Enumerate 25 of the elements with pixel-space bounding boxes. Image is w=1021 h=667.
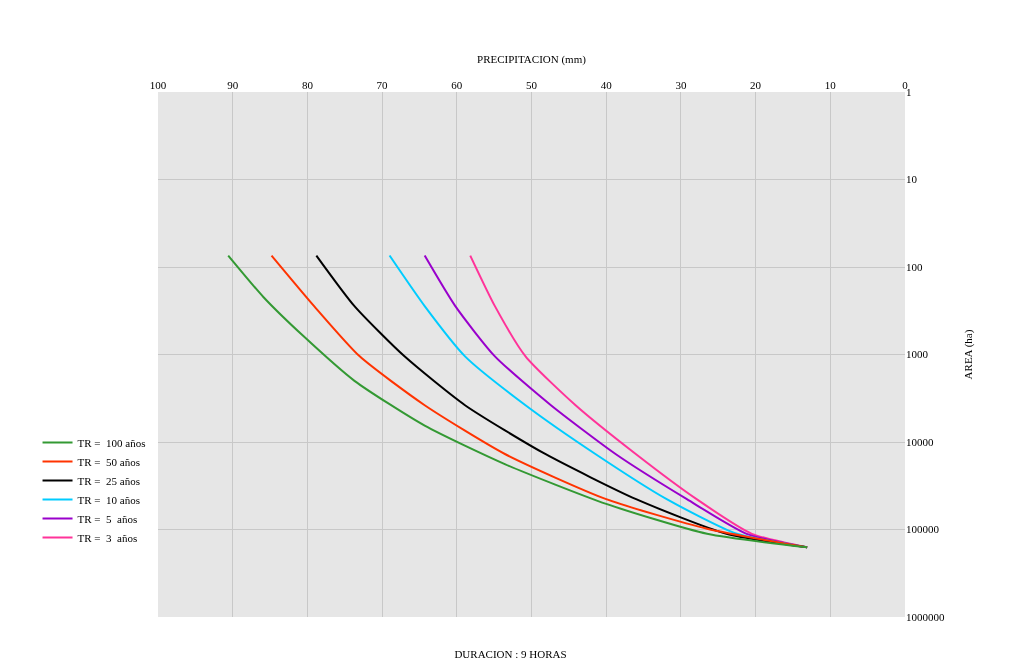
x-tick-label: 80	[301, 78, 314, 91]
x-tick-label: 100	[149, 78, 167, 91]
y-tick-label: 1000000	[906, 610, 945, 623]
y-tick-label: 100	[906, 260, 923, 273]
x-tick-label: 50	[526, 78, 538, 91]
y-axis-title: AREA (ha)	[962, 329, 976, 380]
y-tick-label: 1000	[906, 348, 929, 361]
x-tick-label: 60	[451, 78, 463, 91]
x-tick-label: 10	[824, 78, 837, 91]
legend-label: TR = 3 años	[77, 531, 138, 544]
x-axis-title: PRECIPITACION (mm)	[477, 53, 587, 67]
legend-label: TR = 10 años	[77, 493, 140, 506]
y-tick-label: 100000	[906, 523, 940, 536]
legend-label: TR = 100 años	[77, 436, 146, 449]
y-tick-label: 10000	[906, 435, 934, 448]
legend-label: TR = 50 años	[77, 455, 140, 468]
x-tick-label: 70	[376, 78, 389, 91]
x-tick-label: 40	[600, 78, 613, 91]
legend-label: TR = 25 años	[77, 474, 140, 487]
x-tick-label: 30	[675, 78, 687, 91]
x-tick-label: 20	[750, 78, 762, 91]
x-tick-label: 90	[227, 78, 239, 91]
legend-label: TR = 5 años	[77, 512, 138, 525]
y-tick-label: 10	[906, 173, 918, 186]
text: DURACION : 9 HORAS	[454, 647, 567, 660]
